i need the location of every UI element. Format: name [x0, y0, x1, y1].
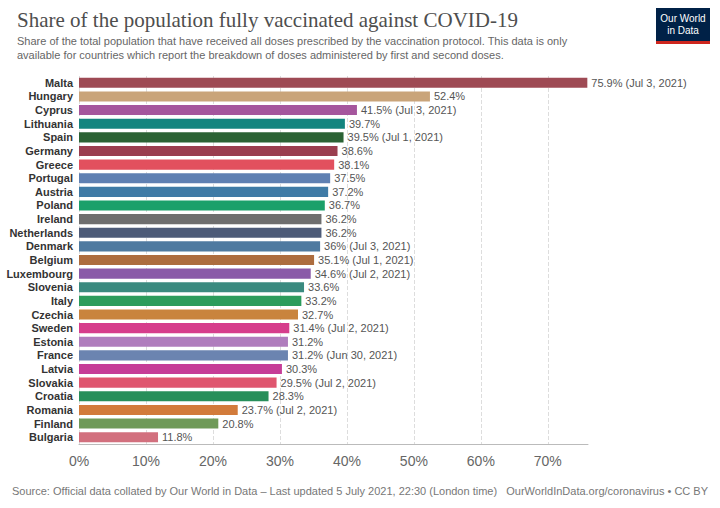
svg-text:36.2%: 36.2% — [325, 227, 356, 239]
svg-text:Hungary: Hungary — [28, 90, 74, 102]
svg-text:11.8%: 11.8% — [162, 431, 193, 443]
svg-text:37.5%: 37.5% — [334, 172, 365, 184]
svg-text:33.2%: 33.2% — [305, 295, 336, 307]
svg-text:30.3%: 30.3% — [286, 363, 317, 375]
svg-text:Greece: Greece — [36, 159, 73, 171]
svg-text:available for countries which: available for countries which report the… — [17, 49, 504, 61]
svg-text:Portugal: Portugal — [28, 172, 73, 184]
svg-text:31.4% (Jul 2, 2021): 31.4% (Jul 2, 2021) — [293, 322, 388, 334]
svg-text:Spain: Spain — [43, 131, 73, 143]
svg-text:Romania: Romania — [27, 404, 74, 416]
svg-text:Sweden: Sweden — [31, 322, 73, 334]
svg-text:Share of the population fully: Share of the population fully vaccinated… — [17, 8, 518, 32]
svg-text:38.6%: 38.6% — [342, 145, 373, 157]
svg-text:50%: 50% — [400, 453, 428, 469]
svg-text:31.2%: 31.2% — [292, 336, 323, 348]
svg-text:Denmark: Denmark — [26, 240, 74, 252]
svg-text:Luxembourg: Luxembourg — [6, 268, 73, 280]
svg-text:Czechia: Czechia — [31, 309, 73, 321]
svg-text:Croatia: Croatia — [35, 390, 74, 402]
svg-text:38.1%: 38.1% — [338, 159, 369, 171]
svg-text:39.7%: 39.7% — [349, 118, 380, 130]
svg-text:37.2%: 37.2% — [332, 186, 363, 198]
svg-text:20.8%: 20.8% — [222, 418, 253, 430]
svg-text:70%: 70% — [534, 453, 562, 469]
svg-text:39.5% (Jul 1, 2021): 39.5% (Jul 1, 2021) — [348, 131, 443, 143]
html-text:Our World in Data: Our World in Data — [660, 12, 706, 36]
svg-text:Cyprus: Cyprus — [35, 104, 73, 116]
svg-text:Share of the total population: Share of the total population that have … — [17, 35, 568, 47]
svg-text:Estonia: Estonia — [33, 336, 74, 348]
svg-text:Finland: Finland — [34, 418, 73, 430]
svg-text:Slovakia: Slovakia — [28, 377, 74, 389]
svg-text:32.7%: 32.7% — [302, 309, 333, 321]
svg-text:30%: 30% — [266, 453, 294, 469]
svg-text:36.7%: 36.7% — [329, 199, 360, 211]
svg-text:28.3%: 28.3% — [273, 390, 304, 402]
svg-text:OurWorldInData.org/coronavirus: OurWorldInData.org/coronavirus • CC BY — [506, 485, 708, 497]
svg-text:36.2%: 36.2% — [325, 213, 356, 225]
svg-text:Italy: Italy — [51, 295, 74, 307]
svg-text:36% (Jul 3, 2021): 36% (Jul 3, 2021) — [324, 240, 410, 252]
svg-text:Poland: Poland — [36, 199, 73, 211]
svg-text:60%: 60% — [467, 453, 495, 469]
svg-text:France: France — [37, 349, 73, 361]
svg-text:Austria: Austria — [35, 186, 74, 198]
svg-text:75.9% (Jul 3, 2021): 75.9% (Jul 3, 2021) — [591, 77, 686, 89]
svg-text:35.1% (Jul 1, 2021): 35.1% (Jul 1, 2021) — [318, 254, 413, 266]
svg-text:Lithuania: Lithuania — [24, 118, 74, 130]
svg-text:52.4%: 52.4% — [434, 90, 465, 102]
svg-text:23.7% (Jul 2, 2021): 23.7% (Jul 2, 2021) — [242, 404, 337, 416]
svg-text:40%: 40% — [333, 453, 361, 469]
svg-text:20%: 20% — [199, 453, 227, 469]
svg-text:Germany: Germany — [25, 145, 74, 157]
svg-text:Slovenia: Slovenia — [28, 281, 74, 293]
svg-text:Latvia: Latvia — [41, 363, 74, 375]
svg-text:Belgium: Belgium — [30, 254, 74, 266]
svg-text:29.5% (Jul 2, 2021): 29.5% (Jul 2, 2021) — [281, 377, 376, 389]
svg-text:10%: 10% — [132, 453, 160, 469]
svg-text:Ireland: Ireland — [37, 213, 73, 225]
svg-text:Bulgaria: Bulgaria — [29, 431, 74, 443]
svg-text:31.2% (Jun 30, 2021): 31.2% (Jun 30, 2021) — [292, 349, 397, 361]
svg-text:Malta: Malta — [45, 77, 74, 89]
svg-text:34.6% (Jul 2, 2021): 34.6% (Jul 2, 2021) — [315, 268, 410, 280]
svg-text:0%: 0% — [69, 453, 89, 469]
svg-text:41.5% (Jul 3, 2021): 41.5% (Jul 3, 2021) — [361, 104, 456, 116]
svg-text:33.6%: 33.6% — [308, 281, 339, 293]
svg-text:Netherlands: Netherlands — [9, 227, 73, 239]
svg-text:Source: Official data collated: Source: Official data collated by Our Wo… — [12, 485, 497, 497]
